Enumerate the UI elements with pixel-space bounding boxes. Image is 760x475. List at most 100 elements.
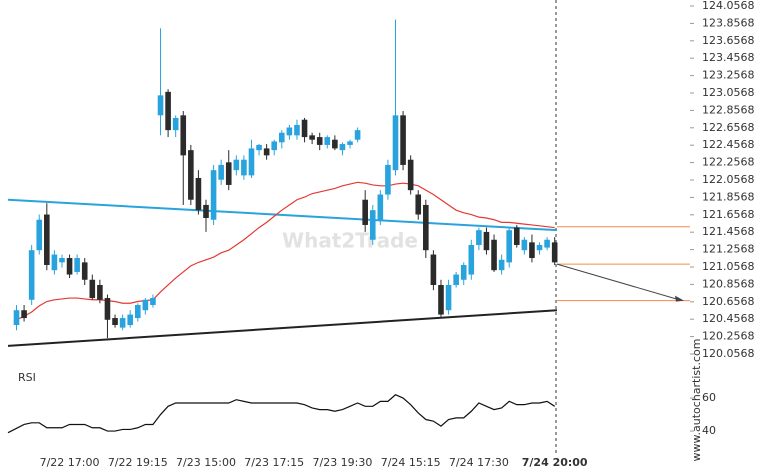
candle-body xyxy=(127,314,133,326)
y-tick-label: 120.6568 xyxy=(702,295,755,308)
candle-body xyxy=(104,298,111,320)
candle-body xyxy=(134,305,141,319)
candle-body xyxy=(279,132,285,143)
y-tick-label: 120.2568 xyxy=(702,330,755,343)
candle-body xyxy=(309,135,315,140)
y-tick-label: 122.2568 xyxy=(702,156,755,169)
candle-body xyxy=(44,214,50,265)
y-tick-label: 123.6568 xyxy=(702,34,755,47)
candle-body xyxy=(36,219,43,251)
candle-body xyxy=(248,148,255,176)
candle-body xyxy=(256,144,262,151)
candle-body xyxy=(172,117,179,131)
candle-body xyxy=(188,150,194,200)
candle-body xyxy=(180,115,187,156)
y-tick-label: 120.0568 xyxy=(702,347,755,360)
candle-body xyxy=(536,244,543,251)
candle-body xyxy=(263,148,270,156)
candle-body xyxy=(498,259,505,271)
y-tick-label: 124.0568 xyxy=(702,0,755,12)
candle-body xyxy=(218,164,224,180)
candle-body xyxy=(392,115,399,171)
candle-body xyxy=(59,258,65,263)
y-tick-label: 121.2568 xyxy=(702,243,755,256)
candle-body xyxy=(203,204,209,219)
y-tick-label: 120.8568 xyxy=(702,277,755,290)
rsi-line xyxy=(7,394,556,434)
candle-body xyxy=(438,284,444,315)
y-tick-label: 123.0568 xyxy=(702,86,755,99)
x-tick-label: 7/24 17:30 xyxy=(449,456,509,469)
candle-body xyxy=(385,164,391,195)
candle-body xyxy=(529,242,535,259)
candle-body xyxy=(157,95,164,116)
y-tick-label: 123.2568 xyxy=(702,69,755,82)
trend-line xyxy=(7,198,558,232)
candle-body xyxy=(286,127,293,136)
y-tick-label: 122.0568 xyxy=(702,173,755,186)
candle-body xyxy=(339,144,346,151)
y-tick-label: 122.8568 xyxy=(702,103,755,116)
candle-body xyxy=(460,264,467,280)
forecast-arrow xyxy=(556,263,683,302)
candle-body xyxy=(347,141,353,145)
candle-body xyxy=(423,204,429,251)
candle-body xyxy=(119,318,126,328)
candle-body xyxy=(324,137,331,145)
arrow-head xyxy=(675,295,684,302)
candle-body xyxy=(21,310,27,319)
y-tick-label: 123.8568 xyxy=(702,16,755,29)
y-tick-label: 122.4568 xyxy=(702,138,755,151)
candle-body xyxy=(271,141,278,151)
candle-body xyxy=(112,318,118,326)
x-tick-label: 7/24 15:15 xyxy=(381,456,441,469)
candle-body xyxy=(28,250,35,300)
trend-line xyxy=(7,309,558,347)
y-tick-label: 120.4568 xyxy=(702,312,755,325)
candle-body xyxy=(210,170,217,220)
candle-body xyxy=(51,254,58,271)
candle-body xyxy=(407,159,414,191)
candle-body xyxy=(97,284,103,300)
x-tick-label: 7/22 19:15 xyxy=(108,456,168,469)
candle-body xyxy=(81,262,88,280)
x-tick-label: 7/24 20:00 xyxy=(522,456,588,469)
candle-body xyxy=(369,210,376,240)
candle-body xyxy=(544,239,550,248)
candle-body xyxy=(362,199,368,225)
candle-body xyxy=(513,227,520,245)
candle-body xyxy=(415,194,422,215)
y-tick-label: 123.4568 xyxy=(702,51,755,64)
y-tick-label: 121.0568 xyxy=(702,260,755,273)
x-tick-label: 7/23 15:00 xyxy=(176,456,236,469)
candle-body xyxy=(233,159,240,171)
candle-body xyxy=(453,274,459,285)
candle-body xyxy=(74,258,80,272)
candle-body xyxy=(89,279,96,299)
y-tick-label: 121.6568 xyxy=(702,208,755,221)
candle-body xyxy=(316,137,323,145)
x-tick-label: 7/22 17:00 xyxy=(40,456,100,469)
candle-body xyxy=(430,254,437,285)
candle-body xyxy=(165,91,171,131)
candle-body xyxy=(225,162,232,185)
candle-body xyxy=(445,284,452,311)
x-tick-label: 7/23 17:15 xyxy=(244,456,304,469)
y-tick-label: 121.8568 xyxy=(702,190,755,203)
candle-body xyxy=(241,159,247,176)
candle-body xyxy=(521,239,528,251)
candle-body xyxy=(195,177,202,211)
candle-body xyxy=(506,230,512,263)
watermark: What2Trade xyxy=(282,229,418,253)
candle-body xyxy=(332,139,338,149)
candle-body xyxy=(354,130,361,140)
candle-body xyxy=(468,244,475,275)
candle-body xyxy=(294,124,300,136)
candle-body xyxy=(400,115,406,165)
candle-body xyxy=(142,299,149,311)
y-tick-label: 121.4568 xyxy=(702,225,755,238)
candle-body xyxy=(491,239,497,271)
rsi-tick-label: 60 xyxy=(702,391,716,404)
candle-body xyxy=(551,242,558,263)
